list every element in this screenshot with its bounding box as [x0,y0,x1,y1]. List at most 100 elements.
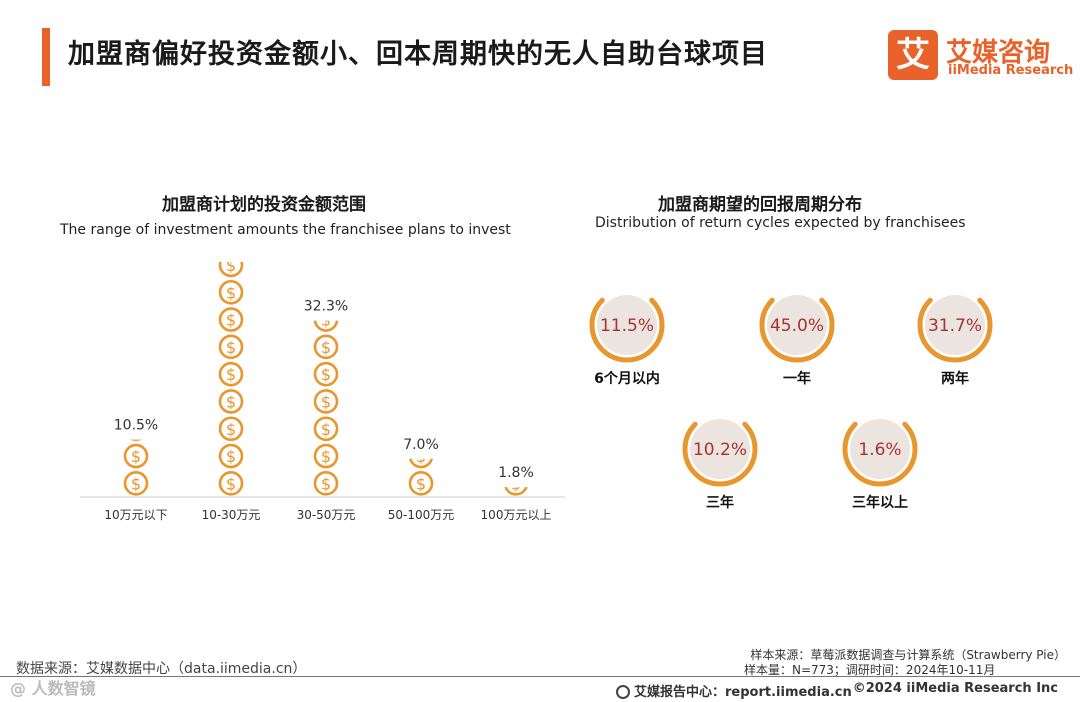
cycle-value-label: 1.6% [858,440,901,460]
coin-mark: $ [218,389,244,414]
coin-mark: $ [313,361,339,387]
report-center-label: 艾媒报告中心：report.iimedia.cn [634,685,852,700]
cycle-disk [925,295,985,355]
svg-text:$: $ [321,420,331,439]
logo-mark-icon: 艾 [888,30,938,80]
svg-text:$: $ [226,447,236,466]
bar-category-label: 30-50万元 [297,508,356,522]
coin-mark: $ [313,443,339,469]
coin-mark: $ [130,439,142,442]
svg-text:$: $ [511,474,521,493]
cycle-item-2: 31.7% 两年 [917,295,993,387]
cycle-disk [597,295,657,355]
coin-mark: $ [218,416,244,442]
page-title: 加盟商偏好投资金额小、回本周期快的无人自助台球项目 [68,39,768,70]
bar-4: $ [504,474,528,496]
svg-text:$: $ [226,338,236,357]
coin-mark: $ [218,471,244,496]
coin-mark: $ [408,471,434,496]
bar-category-label: 10万元以下 [104,508,167,522]
coin-mark: $ [313,389,339,414]
svg-text:$: $ [321,311,331,330]
coin-mark: $ [313,416,339,442]
logo-name-en: iiMedia Research [948,63,1074,78]
svg-text:$: $ [226,392,236,411]
coin-mark: $ [218,443,244,469]
svg-text:$: $ [226,262,236,275]
cycle-category-label: 一年 [783,370,811,387]
coin-mark: $ [218,279,244,305]
bar-category-label: 50-100万元 [388,508,455,522]
cycle-ring [759,297,835,363]
coin-mark: $ [313,471,339,496]
cycle-value-label: 10.2% [693,440,747,460]
bar-value-label: 7.0% [403,437,439,453]
right-panel-title: 加盟商期望的回报周期分布 [658,195,862,215]
watermark: @ 人数智镜 [10,679,96,698]
svg-text:$: $ [321,365,331,384]
copyright: ©2024 iiMedia Research Inc [852,681,1058,696]
coin-mark: $ [218,307,244,332]
bar-value-label: 1.8% [498,465,534,481]
right-panel-subtitle: Distribution of return cycles expected b… [595,215,966,231]
coin-mark: $ [123,443,149,469]
bar-2: $ $ $ $ $ $ $ [313,311,339,496]
coin-mark: $ [218,334,244,360]
svg-text:$: $ [321,474,331,493]
svg-text:$: $ [131,474,141,493]
globe-icon [616,685,630,699]
cycle-category-label: 三年 [706,494,734,511]
bar-value-label: 32.3% [304,299,348,315]
brand-logo: 艾 艾媒咨询 iiMedia Research [888,30,1073,82]
svg-text:$: $ [226,420,236,439]
cycle-ring [842,421,918,487]
svg-text:$: $ [321,447,331,466]
svg-text:$: $ [226,365,236,384]
cycle-disk [690,419,750,479]
investment-bar-chart: $$$10.5%10万元以下$$$$$$$$$$48.4%10-30万元$$$$… [80,262,565,522]
coin-mark: $ [504,474,528,496]
svg-text:$: $ [226,283,236,302]
title-accent-bar [42,28,50,86]
footer-divider [0,676,1080,677]
cycle-ring [917,297,993,363]
cycle-ring [682,421,758,487]
bar-1: $$$$$$$$$$ [218,262,244,496]
cycle-category-label: 三年以上 [852,494,908,511]
cycle-value-label: 45.0% [770,316,824,336]
data-source: 数据来源：艾媒数据中心（data.iimedia.cn） [16,661,307,677]
logo-name-cn: 艾媒咨询 [946,38,1051,68]
bar-3: $$ [408,447,434,496]
svg-text:$: $ [416,447,426,466]
return-cycle-chart: 11.5% 6个月以内 45.0% 一年 31.7% 两年 10.2% 三年 1.6% 三年以上 [589,295,993,511]
sample-source: 样本来源：草莓派数据调查与计算系统（Strawberry Pie） [750,648,1066,662]
cycle-category-label: 两年 [941,370,969,387]
cycle-ring [589,297,665,363]
svg-text:$: $ [416,474,426,493]
cycle-disk [767,295,827,355]
coin-mark: $ [409,447,433,469]
svg-text:$: $ [226,311,236,330]
report-center[interactable]: 艾媒报告中心：report.iimedia.cn [616,681,852,700]
svg-text:$: $ [321,338,331,357]
cycle-item-4: 1.6% 三年以上 [842,419,918,511]
svg-text:$: $ [226,474,236,493]
cycle-value-label: 31.7% [928,316,982,336]
left-panel-title: 加盟商计划的投资金额范围 [162,195,366,215]
bar-category-label: 100万元以上 [481,508,552,522]
coin-mark: $ [218,262,244,278]
bar-value-label: 10.5% [114,418,158,434]
coin-mark: $ [218,361,244,387]
coin-mark: $ [313,311,339,332]
svg-text:$: $ [131,447,141,466]
cycle-disk [850,419,910,479]
cycle-value-label: 11.5% [600,316,654,336]
svg-text:$: $ [321,392,331,411]
coin-mark: $ [313,334,339,360]
cycle-category-label: 6个月以内 [594,370,660,387]
bar-category-label: 10-30万元 [202,508,261,522]
bar-0: $ $ $ [123,439,149,496]
sample-size: 样本量：N=773；调研时间：2024年10-11月 [744,663,996,677]
cycle-item-3: 10.2% 三年 [682,419,758,511]
coin-mark: $ [123,471,149,496]
